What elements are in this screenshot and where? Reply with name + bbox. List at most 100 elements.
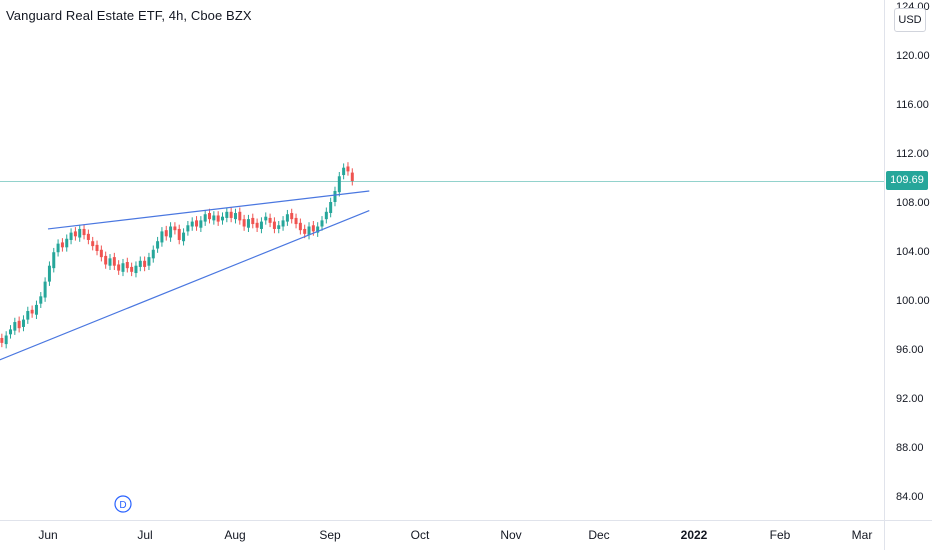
candle-body	[130, 266, 134, 272]
candle-body	[4, 335, 8, 345]
candle-body	[281, 220, 285, 227]
candle-body	[95, 244, 99, 251]
x-tick-label: Jul	[137, 528, 152, 542]
x-tick-label: Mar	[852, 528, 873, 542]
candle-body	[294, 217, 298, 225]
candle-body	[34, 304, 38, 315]
candle-body	[311, 225, 315, 232]
x-tick-label: Nov	[500, 528, 521, 542]
x-tick-label: Dec	[588, 528, 609, 542]
candle-body	[78, 228, 82, 238]
candle-body	[225, 211, 229, 218]
candle-body	[216, 215, 220, 222]
y-tick-label: 88.00	[896, 442, 924, 454]
candle-body	[303, 228, 307, 234]
candle-body	[208, 213, 212, 220]
candle-body	[246, 219, 250, 228]
x-tick-label: Jun	[38, 528, 57, 542]
candle-body	[43, 281, 47, 298]
candle-body	[346, 166, 350, 172]
candle-body	[17, 320, 21, 329]
candle-body	[195, 220, 199, 227]
candle-body	[30, 309, 34, 314]
candle-body	[112, 257, 116, 266]
candle-body	[0, 337, 4, 343]
candle-body	[65, 238, 69, 248]
y-tick-label: 112.00	[896, 148, 929, 160]
candle-body	[298, 222, 302, 231]
candle-body	[8, 329, 12, 335]
candle-body	[104, 255, 108, 265]
candle-body	[91, 241, 95, 247]
candle-body	[82, 228, 86, 236]
trendline-upper[interactable]	[47, 190, 370, 230]
candle-body	[182, 232, 186, 242]
candle-body	[212, 215, 216, 221]
candle-body	[259, 221, 263, 229]
candle-body	[147, 257, 151, 266]
candle-body	[329, 202, 333, 214]
candle-body	[190, 221, 194, 227]
candle-body	[99, 249, 103, 258]
x-tick-label: Feb	[770, 528, 791, 542]
y-tick-label: 96.00	[896, 344, 924, 356]
y-tick-label: 116.00	[896, 99, 929, 111]
candle-body	[203, 214, 207, 222]
x-tick-label: Sep	[319, 528, 341, 542]
candle-body	[21, 319, 25, 327]
candle-body	[285, 214, 289, 222]
candle-body	[151, 249, 155, 259]
candle-body	[138, 260, 142, 267]
candle-body	[60, 242, 64, 248]
candle-body	[52, 252, 56, 269]
candle-body	[255, 222, 259, 228]
candle-body	[164, 230, 168, 237]
candle-body	[233, 213, 237, 220]
candle-body	[69, 232, 73, 240]
candle-body	[272, 221, 276, 229]
candle-body	[13, 322, 17, 331]
candle-body	[160, 231, 164, 243]
currency-button[interactable]: USD	[894, 8, 926, 32]
candle-body	[39, 296, 43, 304]
dividend-marker[interactable]: D	[114, 495, 132, 513]
y-tick-label: 100.00	[896, 295, 930, 307]
candle-body	[342, 167, 346, 176]
y-tick-label: 104.00	[896, 246, 930, 258]
candle-body	[121, 263, 125, 272]
last-price-badge: 109.69	[886, 171, 928, 190]
candle-body	[134, 265, 138, 274]
candle-body	[199, 220, 203, 228]
candle-body	[324, 211, 328, 220]
y-tick-label: 84.00	[896, 491, 924, 503]
y-tick-label: 108.00	[896, 197, 930, 209]
chart-title: Vanguard Real Estate ETF, 4h, Cboe BZX	[6, 8, 252, 23]
dividend-label: D	[119, 500, 126, 511]
candle-body	[73, 231, 77, 237]
y-tick-label: 92.00	[896, 393, 924, 405]
candle-body	[337, 176, 341, 193]
candle-body	[350, 172, 354, 182]
candle-body	[242, 219, 246, 227]
candle-body	[173, 226, 177, 231]
candle-body	[316, 226, 320, 233]
trendline-lower[interactable]	[0, 210, 370, 363]
candle-body	[56, 243, 60, 253]
candle-body	[47, 265, 51, 282]
candle-body	[143, 260, 147, 267]
candle-body	[307, 226, 311, 236]
x-tick-label: 2022	[681, 528, 708, 542]
dividend-circle	[114, 495, 132, 513]
candle-body	[177, 228, 181, 240]
candle-body	[26, 311, 30, 320]
candle-body	[277, 225, 281, 229]
x-tick-label: Aug	[224, 528, 245, 542]
candle-body	[229, 211, 233, 218]
candle-body	[238, 211, 242, 221]
candle-body	[290, 213, 294, 220]
candle-body	[220, 216, 224, 221]
candle-body	[156, 241, 160, 249]
candle-body	[268, 217, 272, 223]
